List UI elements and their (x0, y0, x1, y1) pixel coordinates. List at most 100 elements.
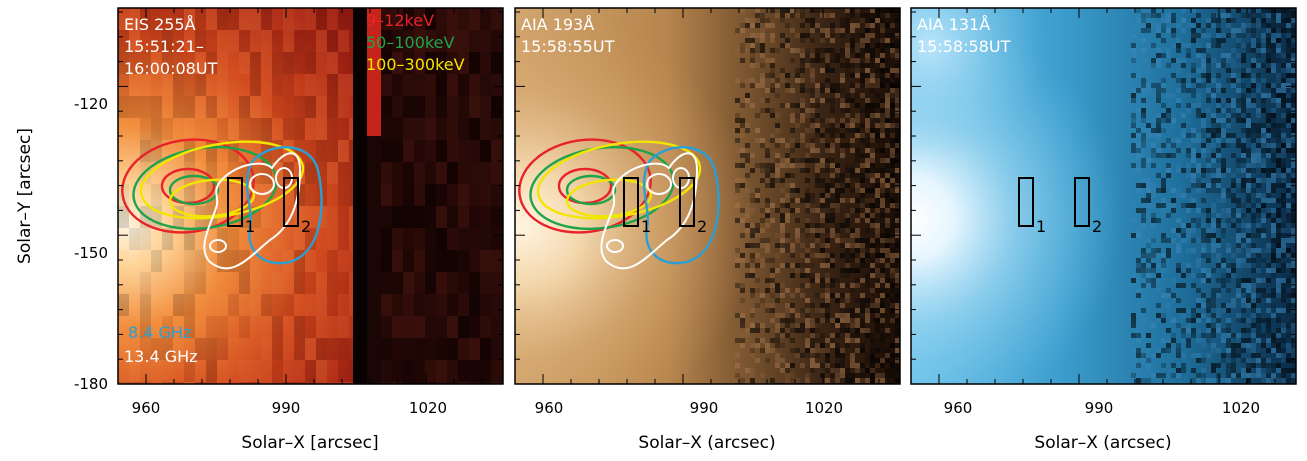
noise-pixel (845, 268, 850, 273)
noise-pixel (1281, 88, 1286, 93)
noise-pixel (855, 228, 860, 233)
noise-pixel (1176, 193, 1181, 198)
noise-pixel (850, 308, 855, 313)
noise-pixel (790, 28, 795, 33)
noise-pixel (870, 78, 875, 83)
eis-pixel (151, 316, 162, 338)
noise-pixel (785, 263, 790, 268)
noise-pixel (860, 163, 865, 168)
noise-pixel (870, 273, 875, 278)
noise-pixel (860, 63, 865, 68)
eis-pixel (184, 382, 195, 384)
noise-pixel (820, 293, 825, 298)
noise-pixel (1226, 338, 1231, 343)
noise-pixel (790, 273, 795, 278)
noise-pixel (1226, 143, 1231, 148)
eis-pixel (261, 206, 272, 228)
eis-dark-pixel (447, 382, 458, 384)
noise-pixel (890, 198, 895, 203)
noise-pixel (1261, 133, 1266, 138)
noise-pixel (1276, 248, 1281, 253)
noise-pixel (1286, 293, 1291, 298)
noise-pixel (1291, 138, 1296, 143)
noise-pixel (775, 358, 780, 363)
eis-dark-pixel (425, 74, 436, 96)
eis-pixel (173, 184, 184, 206)
eis-pixel (228, 382, 239, 384)
noise-pixel (855, 68, 860, 73)
noise-pixel (1211, 188, 1216, 193)
noise-pixel (1286, 368, 1291, 373)
eis-dark-pixel (469, 74, 480, 96)
noise-pixel (865, 333, 870, 338)
eis-pixel (228, 294, 239, 316)
noise-pixel (1256, 213, 1261, 218)
eis-pixel (239, 316, 250, 338)
noise-pixel (1226, 353, 1231, 358)
eis-pixel (118, 272, 129, 294)
noise-pixel (1181, 233, 1186, 238)
noise-pixel (1286, 193, 1291, 198)
noise-pixel (765, 223, 770, 228)
noise-pixel (1206, 18, 1211, 23)
noise-pixel (755, 328, 760, 333)
noise-pixel (1271, 208, 1276, 213)
noise-pixel (1206, 253, 1211, 258)
panel-aia131 (911, 8, 1296, 384)
noise-pixel (745, 188, 750, 193)
contour (600, 152, 699, 270)
noise-pixel (1196, 238, 1201, 243)
noise-pixel (1141, 158, 1146, 163)
noise-pixel (890, 283, 895, 288)
noise-pixel (1271, 38, 1276, 43)
noise-pixel (1271, 243, 1276, 248)
noise-pixel (890, 43, 895, 48)
noise-pixel (850, 283, 855, 288)
noise-pixel (845, 8, 850, 13)
noise-pixel (1271, 183, 1276, 188)
eis-pixel (239, 272, 250, 294)
noise-pixel (1146, 203, 1151, 208)
x-axis-title-aia131: Solar–X (arcsec) (1034, 433, 1171, 453)
noise-pixel (835, 168, 840, 173)
noise-pixel (1281, 163, 1286, 168)
noise-pixel (865, 113, 870, 118)
eis-pixel (151, 338, 162, 360)
noise-pixel (875, 138, 880, 143)
noise-pixel (1176, 353, 1181, 358)
noise-pixel (1171, 293, 1176, 298)
noise-pixel (1206, 228, 1211, 233)
noise-pixel (785, 183, 790, 188)
noise-pixel (815, 338, 820, 343)
noise-pixel (890, 108, 895, 113)
noise-pixel (1246, 193, 1251, 198)
noise-pixel (895, 303, 900, 308)
noise-pixel (860, 343, 865, 348)
noise-pixel (825, 28, 830, 33)
noise-pixel (1131, 113, 1136, 118)
eis-pixel (327, 30, 338, 52)
noise-pixel (1181, 223, 1186, 228)
noise-pixel (855, 278, 860, 283)
noise-pixel (865, 308, 870, 313)
noise-pixel (1236, 238, 1241, 243)
noise-pixel (1281, 228, 1286, 233)
noise-pixel (1271, 63, 1276, 68)
noise-pixel (870, 348, 875, 353)
noise-pixel (1216, 43, 1221, 48)
noise-pixel (1256, 338, 1261, 343)
noise-pixel (1281, 368, 1286, 373)
noise-pixel (895, 8, 900, 13)
noise-pixel (1226, 123, 1231, 128)
noise-pixel (1141, 378, 1146, 383)
noise-pixel (780, 198, 785, 203)
noise-pixel (785, 198, 790, 203)
noise-pixel (1256, 143, 1261, 148)
noise-pixel (1221, 128, 1226, 133)
noise-pixel (1291, 128, 1296, 133)
eis-dark-pixel (447, 118, 458, 140)
noise-pixel (1241, 373, 1246, 378)
noise-pixel (1281, 323, 1286, 328)
noise-pixel (1151, 323, 1156, 328)
noise-pixel (1251, 93, 1256, 98)
